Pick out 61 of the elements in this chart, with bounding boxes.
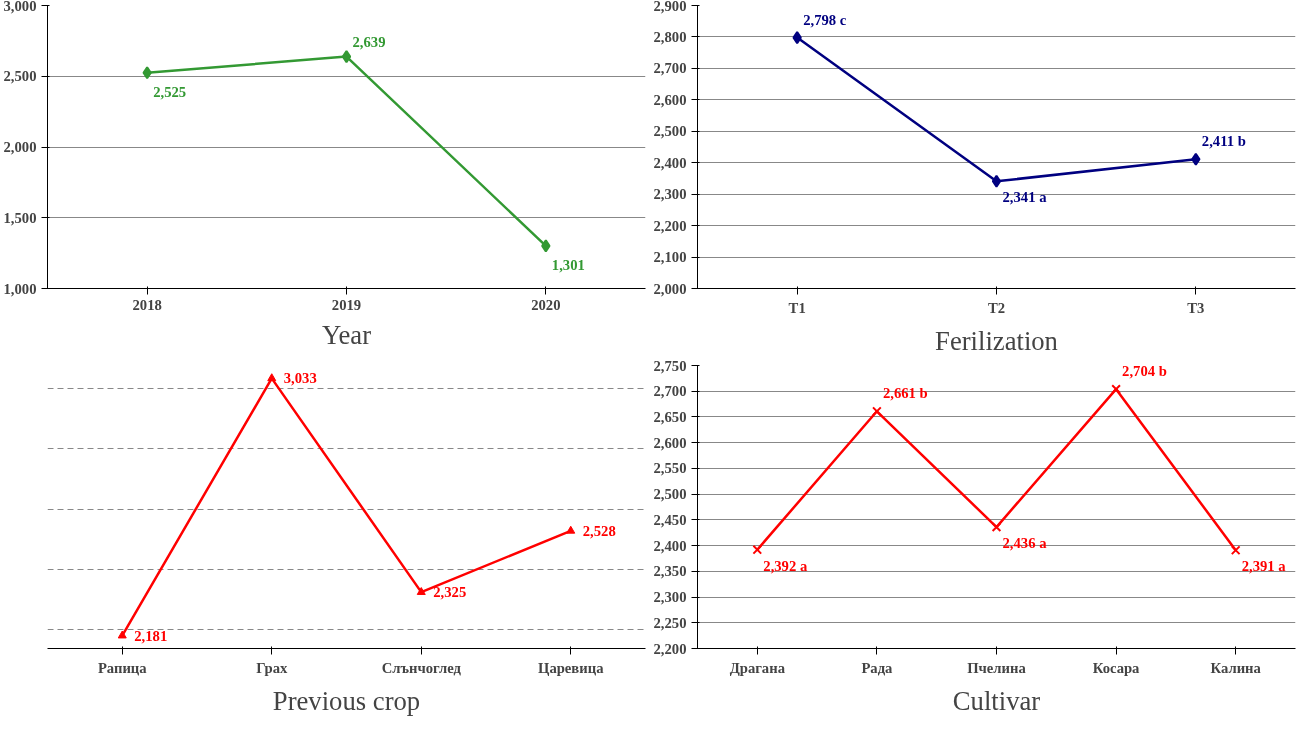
data-label: 2,411 b: [1201, 133, 1246, 150]
data-label: 2,391 a: [1241, 558, 1287, 575]
x-tick-label: Царевица: [537, 659, 605, 676]
data-label: 2,525: [153, 83, 187, 100]
x-tick-label: Рада: [861, 659, 894, 676]
data-label: 2,181: [134, 627, 168, 644]
x-tick-label: Рапица: [97, 659, 148, 676]
x-tick-label: Драгана: [729, 659, 786, 676]
data-label: 2,341 a: [1002, 189, 1048, 206]
data-label: 2,704 b: [1122, 363, 1167, 380]
x-tick-label: Слънчоглед: [381, 659, 462, 676]
y-tick-label: 2,300: [653, 589, 687, 606]
data-label: 2,528: [582, 522, 616, 539]
y-tick-label: 2,400: [653, 154, 687, 171]
data-label: 2,436 a: [1002, 535, 1048, 552]
x-tick-label: T2: [987, 299, 1006, 316]
y-tick-label: 1,500: [3, 209, 37, 226]
y-tick-label: 2,100: [653, 249, 687, 266]
text: Ferilization: [935, 325, 1058, 356]
x-tick-label: 2020: [531, 296, 561, 313]
y-tick-label: 3,000: [3, 0, 37, 14]
x-tick-label: Косара: [1092, 659, 1141, 676]
y-tick-label: 2,550: [653, 460, 687, 477]
y-tick-label: 2,200: [653, 640, 687, 657]
y-tick-label: 2,600: [653, 434, 687, 451]
text: Previous crop: [272, 685, 421, 716]
data-label: 3,033: [283, 370, 317, 387]
y-tick-label: 2,600: [653, 91, 687, 108]
y-tick-label: 2,500: [3, 68, 37, 85]
data-label: 2,325: [433, 584, 467, 601]
data-label: 2,798 c: [803, 11, 847, 28]
y-tick-label: 2,250: [653, 614, 687, 631]
data-label: 1,301: [551, 256, 585, 273]
y-tick-label: 2,000: [3, 139, 37, 155]
y-tick-label: 2,500: [653, 123, 687, 140]
y-tick-label: 2,200: [653, 217, 687, 234]
text: Cultivar: [952, 685, 1041, 716]
data-label: 2,661 b: [882, 385, 928, 402]
y-tick-label: 1,000: [3, 280, 37, 297]
y-tick-label: 2,900: [653, 0, 687, 14]
y-tick-label: 2,500: [653, 486, 687, 503]
y-tick-label: 2,000: [653, 280, 687, 297]
x-tick-label: 2018: [132, 296, 162, 313]
x-tick-label: T3: [1187, 299, 1205, 316]
y-tick-label: 2,700: [653, 383, 687, 400]
y-tick-label: 2,400: [653, 537, 687, 554]
data-label: 2,639: [352, 33, 386, 50]
y-tick-label: 2,450: [653, 511, 687, 528]
text: Year: [321, 319, 372, 350]
y-tick-label: 2,650: [653, 408, 687, 425]
x-tick-label: Калина: [1210, 659, 1262, 676]
x-tick-label: Грах: [256, 659, 289, 676]
x-tick-label: Пчелина: [967, 659, 1027, 676]
y-tick-label: 2,800: [653, 28, 687, 45]
x-tick-label: T1: [788, 299, 806, 316]
y-tick-label: 2,300: [653, 186, 687, 203]
y-tick-label: 2,700: [653, 60, 687, 77]
data-label: 2,392 a: [763, 557, 808, 574]
y-tick-label: 2,750: [653, 357, 687, 374]
y-tick-label: 2,350: [653, 563, 687, 580]
x-tick-label: 2019: [331, 296, 362, 313]
